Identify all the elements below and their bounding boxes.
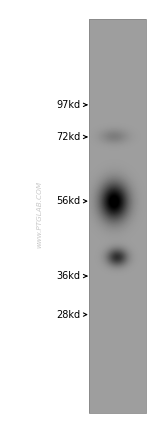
Text: 72kd: 72kd — [56, 132, 80, 142]
Bar — [89, 19, 146, 413]
Text: 28kd: 28kd — [56, 309, 80, 320]
Text: 36kd: 36kd — [56, 271, 80, 281]
Text: www.PTGLAB.COM: www.PTGLAB.COM — [36, 181, 42, 247]
Text: 97kd: 97kd — [56, 100, 80, 110]
Text: 56kd: 56kd — [56, 196, 80, 206]
